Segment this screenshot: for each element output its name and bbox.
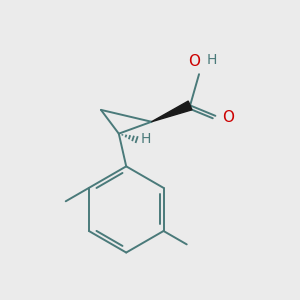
Text: O: O xyxy=(222,110,234,125)
Text: O: O xyxy=(188,54,200,69)
Text: H: H xyxy=(206,53,217,67)
Polygon shape xyxy=(152,101,192,122)
Text: H: H xyxy=(140,132,151,146)
